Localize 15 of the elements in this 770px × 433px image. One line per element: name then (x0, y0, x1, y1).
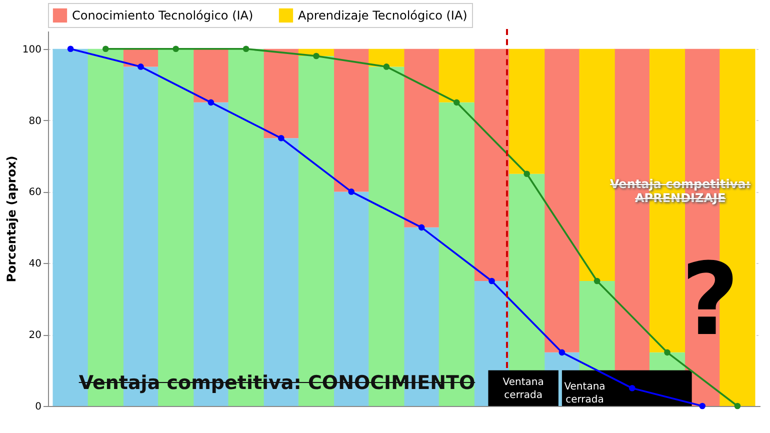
y-tick-label: 100 (22, 44, 42, 56)
annotation: Ventana cerrada (502, 377, 544, 402)
annotation: Ventaja competitiva: CONOCIMIENTO (78, 372, 476, 394)
y-tick-label: 60 (28, 187, 42, 198)
y-tick-label: 0 (35, 402, 42, 412)
y-tick-label: 40 (28, 258, 42, 270)
note-box: Ventana cerrada (562, 370, 692, 406)
legend-label: Conocimiento Tecnológico (IA) (72, 8, 254, 22)
note-box: Ventana cerrada (488, 370, 558, 406)
legend-label: Aprendizaje Tecnológico (IA) (298, 8, 468, 22)
y-axis-title: Porcentaje (aprox) (4, 156, 18, 282)
y-tick-label: 20 (28, 330, 42, 342)
y-tick-label: 80 (28, 116, 42, 127)
annotation: Ventana cerrada (564, 381, 606, 406)
annotation: ? (681, 241, 740, 358)
